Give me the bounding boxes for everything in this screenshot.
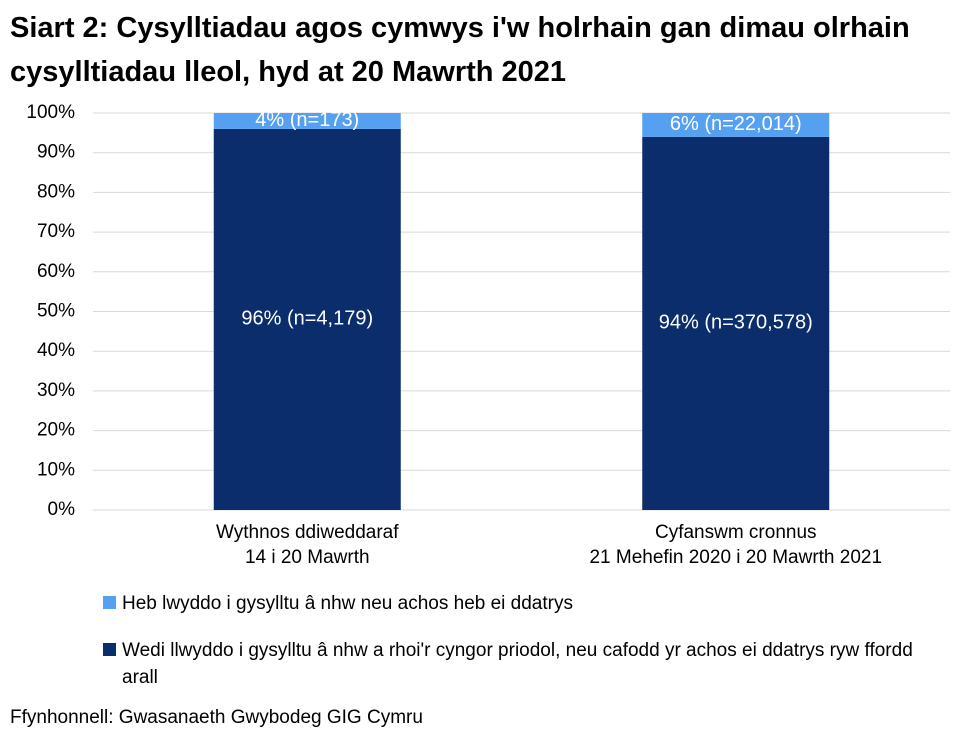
- y-tick-label: 10%: [37, 459, 75, 480]
- bar-segment: [642, 113, 830, 137]
- data-label: 94% (n=370,578): [659, 312, 813, 334]
- y-tick-label: 20%: [37, 420, 75, 441]
- chart: 0% 10% 20% 30% 40% 50% 60% 70% 80% 90% 100% 96% (n=…: [26, 102, 950, 568]
- legend-item: Wedi llwyddo i gysylltu â nhw a rhoi'r c…: [103, 637, 923, 691]
- legend-label: Heb lwyddo i gysylltu â nhw neu achos he…: [122, 593, 573, 614]
- y-tick-label: 60%: [37, 261, 75, 282]
- y-tick-label: 100%: [26, 102, 75, 123]
- y-tick-label: 40%: [37, 340, 75, 361]
- y-tick-label: 80%: [37, 181, 75, 202]
- data-label: 4% (n=173): [255, 109, 359, 131]
- x-tick-label: Wythnos ddiweddaraf 14 i 20 Mawrth: [216, 522, 399, 568]
- legend-swatch: [103, 643, 116, 656]
- data-label: 6% (n=22,014): [670, 113, 802, 135]
- legend-item: Heb lwyddo i gysylltu â nhw neu achos he…: [103, 590, 923, 617]
- y-tick-label: 50%: [37, 301, 75, 322]
- y-tick-label: 90%: [37, 142, 75, 163]
- bar-segment: [642, 136, 830, 510]
- x-tick-label: Cyfanswm cronnus 21 Mehefin 2020 i 20 Maw…: [589, 522, 882, 568]
- bar-segment: [213, 128, 401, 510]
- y-tick-label: 30%: [37, 380, 75, 401]
- y-tick-label: 70%: [37, 221, 75, 242]
- bar-segment: [213, 113, 401, 129]
- data-label: 96% (n=4,179): [241, 308, 373, 330]
- chart-title: Siart 2: Cysylltiadau agos cymwys i'w ho…: [10, 12, 910, 88]
- source: Ffynhonnell: Gwasanaeth Gwybodeg GIG Cym…: [10, 707, 423, 728]
- y-tick-label: 0%: [48, 499, 76, 520]
- legend-swatch: [103, 596, 116, 609]
- legend-label: Wedi llwyddo i gysylltu â nhw a rhoi'r c…: [122, 640, 913, 688]
